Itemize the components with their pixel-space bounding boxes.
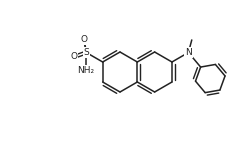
Text: NH₂: NH₂ (77, 66, 94, 75)
Text: N: N (185, 48, 192, 57)
Text: S: S (83, 48, 89, 57)
Text: O: O (71, 52, 77, 61)
Text: O: O (81, 35, 87, 44)
